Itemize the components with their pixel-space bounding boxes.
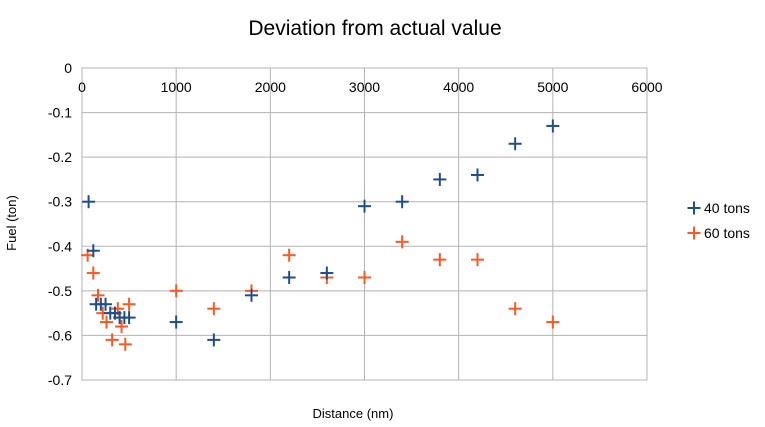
x-tick-label: 3000 [349, 79, 380, 95]
x-tick-label: 1000 [161, 79, 192, 95]
series-60-tons [81, 235, 560, 351]
data-point [86, 244, 100, 258]
data-point [207, 302, 221, 316]
series-40-tons [82, 119, 560, 347]
data-point [433, 253, 447, 267]
legend-marker [687, 201, 701, 215]
legend: 40 tons 60 tons [687, 200, 750, 241]
chart-title: Deviation from actual value [248, 17, 501, 40]
x-tick-label: 0 [78, 79, 86, 95]
x-tick-label: 2000 [255, 79, 286, 95]
x-tick-label: 4000 [443, 79, 474, 95]
legend-item: 40 tons [687, 200, 750, 216]
y-tick-label: -0.7 [48, 372, 72, 388]
data-point [546, 119, 560, 133]
data-point [358, 270, 371, 284]
data-point [118, 337, 132, 351]
y-tick-label: -0.5 [48, 283, 72, 299]
data-point [82, 195, 96, 209]
y-tick-label: -0.6 [48, 327, 72, 343]
data-points [81, 119, 560, 351]
y-tick-label: -0.4 [48, 238, 72, 254]
plot-border [81, 67, 648, 381]
y-axis-label: Fuel (ton) [4, 195, 19, 251]
data-point [169, 284, 183, 298]
data-point [122, 311, 136, 325]
data-point [207, 333, 221, 347]
y-tick-label: -0.2 [48, 149, 72, 165]
data-point [320, 266, 334, 280]
data-point [358, 199, 371, 213]
data-point [282, 270, 296, 284]
data-point [395, 235, 409, 249]
data-point [99, 297, 113, 311]
data-point [122, 297, 136, 311]
y-tick-label: -0.3 [48, 194, 72, 210]
data-point [169, 315, 183, 329]
data-point [99, 315, 113, 329]
grid-lines [81, 67, 648, 381]
legend-marker [687, 226, 701, 240]
y-tick-label: -0.1 [48, 105, 72, 121]
x-tick-label: 5000 [537, 79, 568, 95]
data-point [471, 253, 484, 267]
y-tick-label: 0 [64, 60, 72, 76]
data-point [105, 333, 119, 347]
legend-label: 60 tons [704, 225, 750, 241]
data-point [508, 137, 522, 151]
data-point [282, 248, 296, 262]
data-point [115, 320, 129, 334]
x-tick-label: 6000 [631, 79, 662, 95]
data-point [395, 195, 409, 209]
x-axis-label: Distance (nm) [313, 406, 394, 421]
axes [81, 67, 648, 381]
data-point [245, 288, 258, 302]
tick-labels: 0 -0.1 -0.2 -0.3 -0.4 -0.5 -0.6 -0.7 0 1000 2000 30… [48, 60, 663, 388]
data-point [508, 302, 522, 316]
legend-item: 60 tons [687, 225, 750, 241]
data-point [471, 168, 484, 182]
data-point [433, 172, 447, 186]
data-point [546, 315, 560, 329]
data-point [91, 288, 105, 302]
legend-label: 40 tons [704, 200, 750, 216]
data-point [86, 266, 100, 280]
